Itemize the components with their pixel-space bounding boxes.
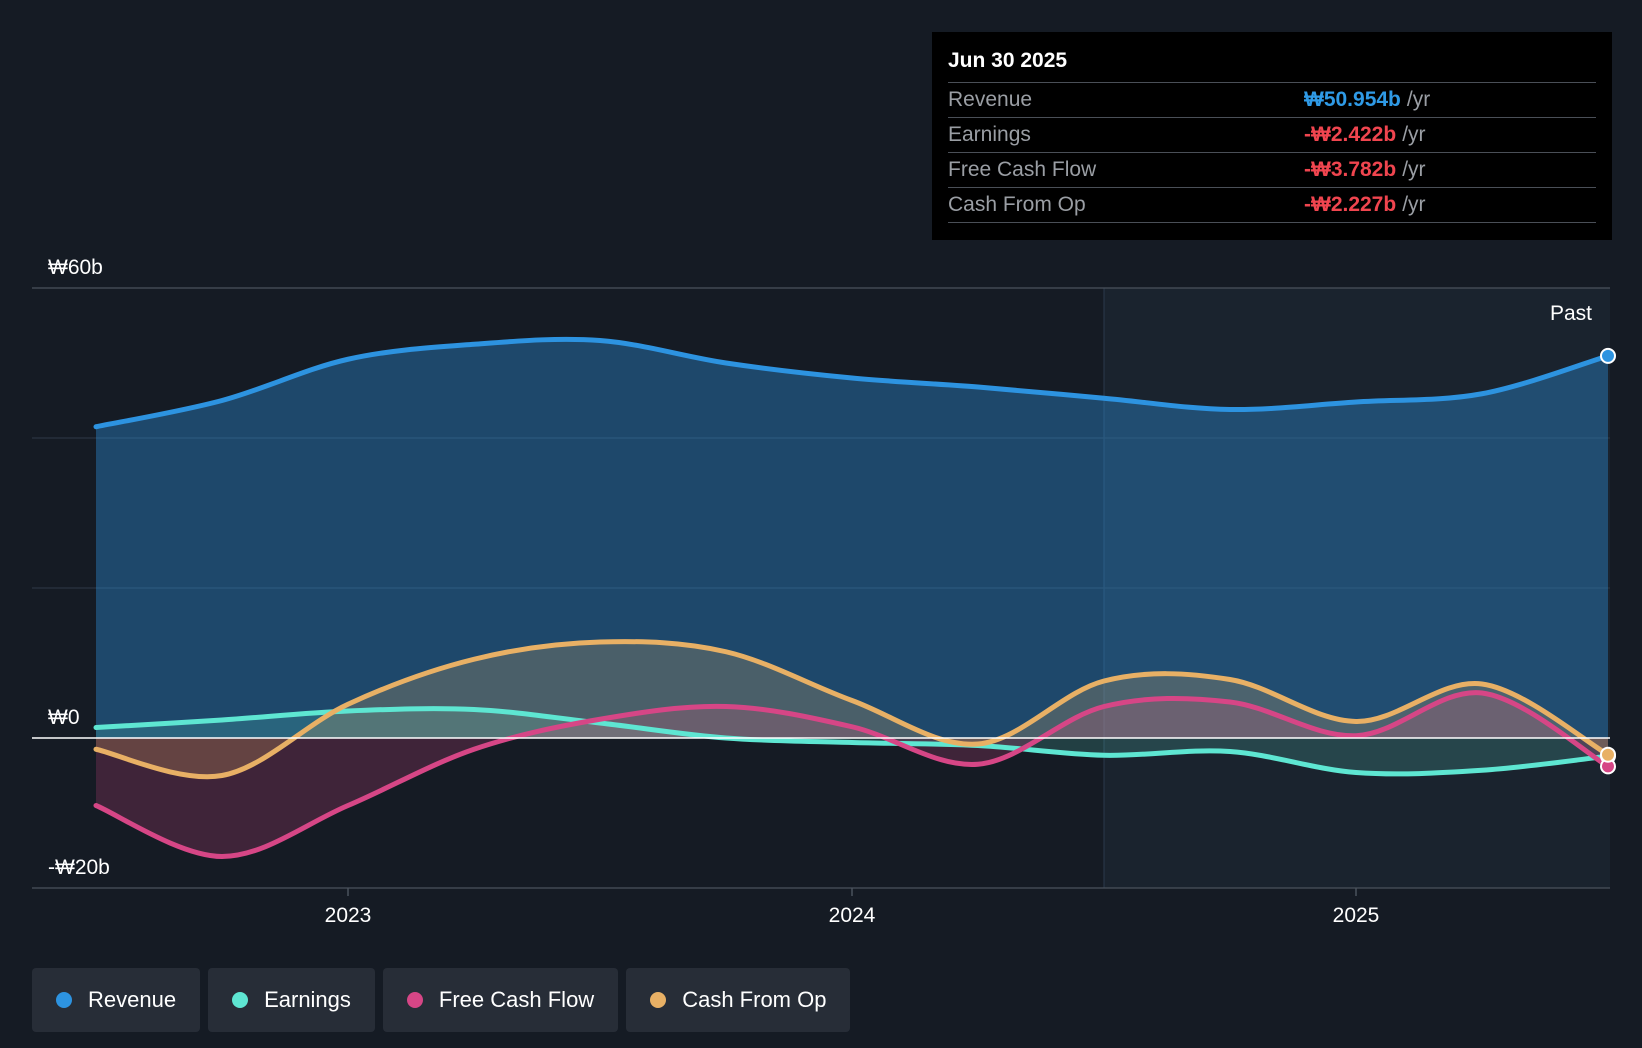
endpoint-cash-from-op	[1600, 746, 1616, 763]
x-axis: 2023 2024 2025	[325, 888, 1380, 927]
tooltip-label: Revenue	[948, 88, 1033, 111]
tooltip-value: ₩50.954b	[1304, 88, 1401, 111]
tooltip-date: Jun 30 2025	[948, 46, 1596, 83]
legend-item-earnings[interactable]: Earnings	[208, 968, 375, 1032]
tooltip-unit: /yr	[1402, 193, 1426, 216]
past-label: Past	[1550, 302, 1592, 325]
series-lines	[93, 336, 1611, 860]
legend-item-cash-from-op[interactable]: Cash From Op	[626, 968, 851, 1032]
line-earnings	[93, 706, 1611, 777]
series-endpoints	[1600, 347, 1616, 775]
x-tick-label: 2023	[325, 904, 372, 927]
grid-lines	[32, 287, 1610, 889]
area-free-cash-flow	[96, 692, 1608, 857]
tooltip-value: -₩2.422b	[1304, 123, 1397, 146]
tooltip-row-earnings: Earnings -₩2.422b /yr	[948, 118, 1596, 153]
line-cash-from-op	[93, 639, 1611, 780]
area-revenue	[96, 339, 1608, 738]
legend-item-revenue[interactable]: Revenue	[32, 968, 201, 1032]
legend-item-free-cash-flow[interactable]: Free Cash Flow	[382, 968, 619, 1032]
legend: Revenue Earnings Free Cash Flow Cash Fro…	[32, 968, 858, 1032]
tooltip-unit: /yr	[1406, 88, 1431, 111]
area-cash-from-op	[96, 641, 1608, 777]
legend-dot-icon	[406, 992, 423, 1008]
tooltip-row-free-cash-flow: Free Cash Flow -₩3.782b /yr	[948, 153, 1596, 188]
x-tick-label: 2025	[1333, 904, 1380, 927]
line-revenue	[93, 336, 1611, 430]
y-tick-label: ₩0	[48, 706, 80, 729]
tooltip-unit: /yr	[1402, 158, 1426, 181]
legend-label: Cash From Op	[682, 987, 827, 1012]
legend-dot-icon	[650, 992, 667, 1008]
tooltip: Jun 30 2025 Revenue ₩50.954b /yr Earning…	[932, 32, 1612, 240]
tooltip-label: Cash From Op	[948, 193, 1086, 216]
tooltip-value: -₩3.782b	[1304, 158, 1397, 181]
endpoint-revenue	[1600, 347, 1616, 364]
tooltip-row-revenue: Revenue ₩50.954b /yr	[948, 83, 1596, 118]
legend-dot-icon	[56, 992, 72, 1008]
tooltip-label: Earnings	[948, 123, 1031, 146]
tooltip-row-cash-from-op: Cash From Op -₩2.227b /yr	[948, 188, 1596, 223]
y-axis-labels: ₩60b ₩0 -₩20b	[48, 256, 110, 879]
legend-label: Free Cash Flow	[438, 987, 595, 1012]
y-tick-label: ₩60b	[48, 256, 103, 279]
x-tick-label: 2024	[829, 904, 876, 927]
legend-label: Earnings	[264, 987, 351, 1012]
legend-dot-icon	[232, 992, 249, 1008]
tooltip-label: Free Cash Flow	[948, 158, 1097, 181]
line-free-cash-flow	[93, 690, 1611, 860]
tooltip-unit: /yr	[1402, 123, 1426, 146]
legend-label: Revenue	[88, 987, 177, 1012]
tooltip-value: -₩2.227b	[1304, 193, 1397, 216]
y-tick-label: -₩20b	[48, 856, 110, 879]
